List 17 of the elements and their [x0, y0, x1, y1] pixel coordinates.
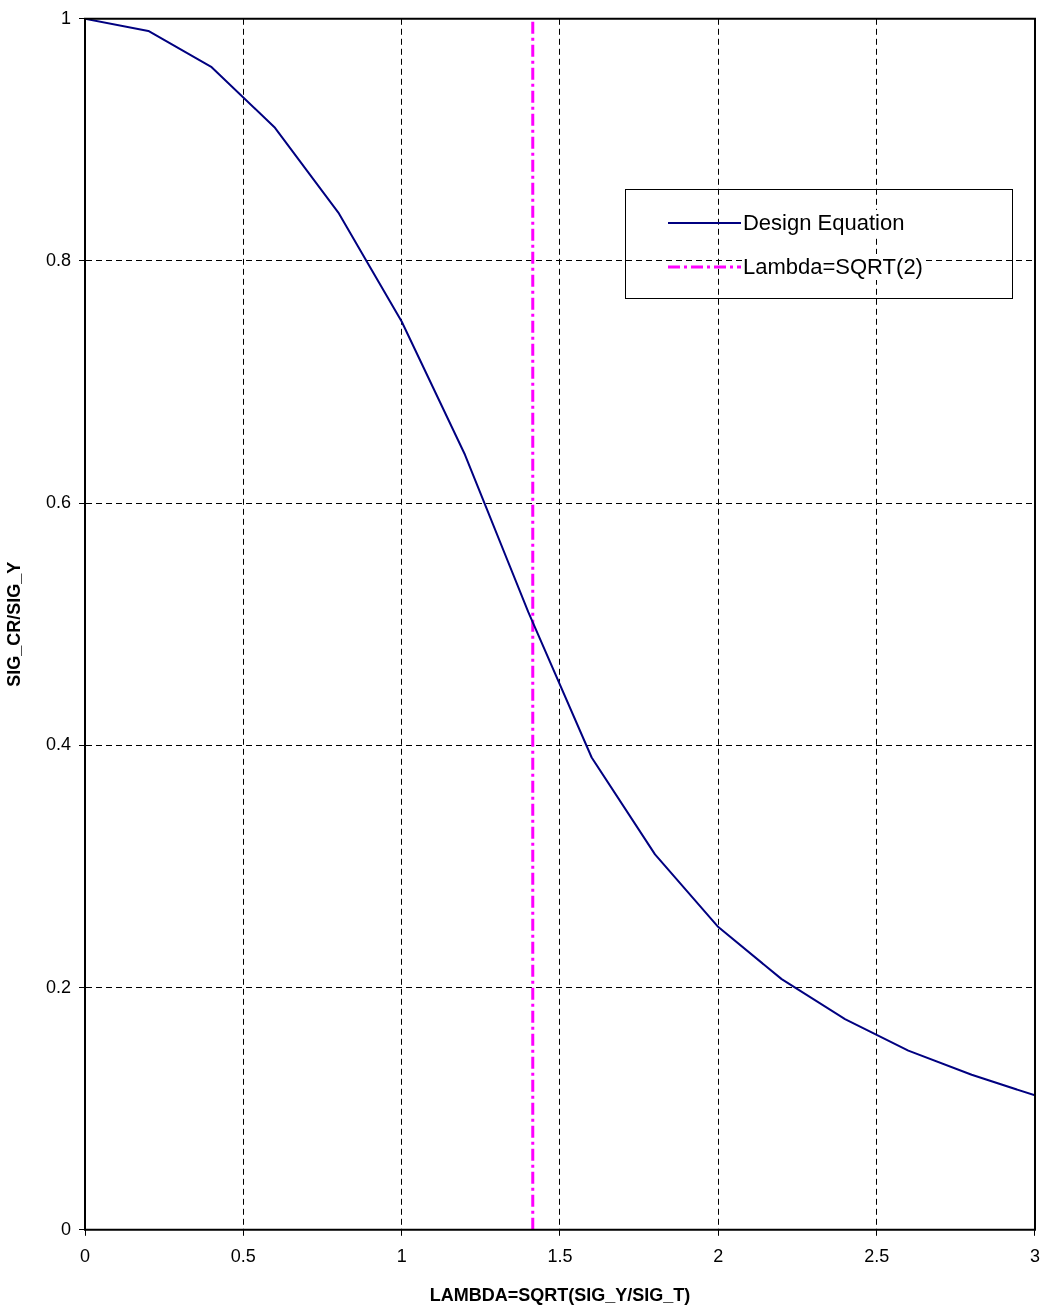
y-axis-title: SIG_CR/SIG_Y — [3, 561, 24, 687]
legend-label: Lambda=SQRT(2) — [742, 253, 923, 280]
x-tick-label: 0.5 — [230, 1245, 256, 1266]
y-tick-label: 0.6 — [45, 492, 71, 513]
y-tick-label: 0.2 — [45, 976, 71, 997]
y-tick-label: 0.8 — [45, 249, 71, 270]
y-tick-label: 1 — [60, 7, 71, 28]
x-tick-label: 2.5 — [864, 1245, 890, 1266]
x-tick-label: 0 — [79, 1245, 91, 1266]
legend-label: Design Equation — [742, 209, 905, 236]
x-axis-title: LAMBDA=SQRT(SIG_Y/SIG_T) — [429, 1285, 691, 1306]
x-tick-label: 3 — [1029, 1245, 1040, 1266]
y-tick-label: 0.4 — [45, 734, 71, 755]
x-tick-label: 2 — [713, 1245, 724, 1266]
x-tick-label: 1.5 — [547, 1245, 573, 1266]
y-tick-label: 0 — [60, 1218, 71, 1239]
x-tick-label: 1 — [396, 1245, 407, 1266]
